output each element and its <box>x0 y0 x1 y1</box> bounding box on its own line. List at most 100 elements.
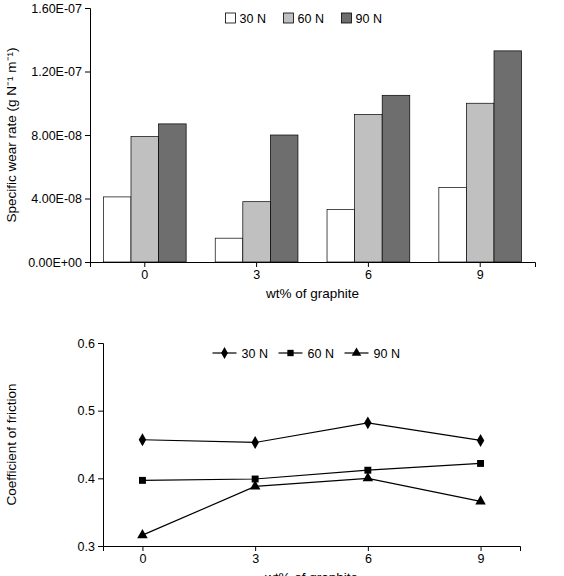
y-axis-title: Coefficient of friction <box>4 383 19 505</box>
line-series <box>137 472 486 538</box>
bar <box>355 114 383 262</box>
legend-item: 30 N <box>213 347 268 361</box>
y-axis: 0.3 0.4 0.5 0.6 <box>78 337 104 554</box>
x-tick-mark <box>368 546 369 551</box>
x-tick: 9 <box>478 546 485 566</box>
x-tick: 6 <box>365 546 372 566</box>
x-tick-mark <box>481 546 482 551</box>
bar-series <box>159 51 522 262</box>
x-tick-label: 9 <box>477 268 484 282</box>
legend-marker <box>352 347 362 355</box>
legend-label: 30 N <box>240 12 266 26</box>
y-tick: 0.00E+00 <box>28 256 90 270</box>
marker <box>475 495 486 504</box>
bar <box>270 135 298 262</box>
lines <box>137 416 486 538</box>
legend-label: 60 N <box>298 12 324 26</box>
line <box>142 423 480 443</box>
legend-item: 60 N <box>279 347 334 361</box>
y-tick: 1.20E-07 <box>31 65 90 79</box>
y-tick: 0.5 <box>78 404 103 418</box>
x-tick-label: 6 <box>365 552 372 566</box>
legend-item: 30 N <box>226 12 266 26</box>
x-tick: 3 <box>252 546 259 566</box>
x-tick: 6 <box>365 262 372 282</box>
y-tick-mark <box>85 135 90 136</box>
axis-line <box>104 547 521 552</box>
x-tick-mark <box>480 262 481 267</box>
x-tick-label: 6 <box>365 268 372 282</box>
y-tick-label: 0.00E+00 <box>28 256 82 270</box>
y-tick: 0.4 <box>78 472 103 486</box>
y-tick: 0.3 <box>78 540 103 554</box>
y-tick-label: 8.00E-08 <box>31 129 82 143</box>
y-tick: 1.60E-07 <box>31 2 90 16</box>
bar <box>159 124 187 262</box>
line-chart: 0.3 0.4 0.5 0.6 0 3 6 9 wt% of graphite Coefficie… <box>4 337 521 576</box>
line <box>142 463 480 480</box>
figure: 0.00E+00 4.00E-08 8.00E-08 1.20E-07 1.60E-07… <box>0 0 564 576</box>
legend-swatch <box>342 13 352 23</box>
x-tick-label: 0 <box>139 552 146 566</box>
marker <box>139 433 146 446</box>
line-series <box>139 460 484 484</box>
bar <box>439 187 467 262</box>
legend-marker <box>221 347 228 359</box>
x-tick-mark <box>255 546 256 551</box>
y-tick: 8.00E-08 <box>31 129 90 143</box>
y-tick-mark <box>98 343 103 344</box>
y-tick-label: 0.3 <box>78 540 95 554</box>
axis-line <box>85 9 91 263</box>
legend-item: 90 N <box>342 12 382 26</box>
bar-chart: 0.00E+00 4.00E-08 8.00E-08 1.20E-07 1.60E-07… <box>4 2 536 302</box>
x-tick-label: 3 <box>253 268 260 282</box>
legend-label: 90 N <box>356 12 382 26</box>
legend-item: 60 N <box>284 12 324 26</box>
bar <box>131 137 159 262</box>
legend-label: 60 N <box>308 347 334 361</box>
y-tick-mark <box>85 8 90 9</box>
x-tick-label: 3 <box>252 552 259 566</box>
y-tick-mark <box>85 72 90 73</box>
x-tick-label: 9 <box>478 552 485 566</box>
x-axis: 0 3 6 9 <box>91 262 536 282</box>
axis-line <box>98 344 104 547</box>
marker <box>251 436 258 449</box>
x-axis: 0 3 6 9 <box>104 546 521 566</box>
y-tick-label: 4.00E-08 <box>31 192 82 206</box>
y-tick-mark <box>85 199 90 200</box>
legend: 30 N 60 N 90 N <box>226 12 382 26</box>
bar <box>466 103 494 262</box>
bar <box>327 210 355 262</box>
line <box>142 478 480 535</box>
axis-line <box>91 263 536 268</box>
legend-item: 90 N <box>345 347 400 361</box>
y-tick-mark <box>98 478 103 479</box>
marker <box>137 529 148 538</box>
y-tick-mark <box>98 411 103 412</box>
x-tick-mark <box>256 262 257 267</box>
marker <box>364 416 371 429</box>
line-series <box>139 416 485 449</box>
x-tick-mark <box>368 262 369 267</box>
bar <box>382 95 410 262</box>
legend: 30 N 60 N 90 N <box>213 347 400 361</box>
y-axis: 0.00E+00 4.00E-08 8.00E-08 1.20E-07 1.60E-07 <box>28 2 90 270</box>
y-tick-label: 0.6 <box>78 337 95 351</box>
x-axis-title: wt% of graphite <box>265 286 359 301</box>
legend-swatch <box>284 13 294 23</box>
x-axis-title: wt% of graphite <box>264 570 358 576</box>
y-tick-label: 1.60E-07 <box>31 2 82 16</box>
marker <box>477 434 484 447</box>
x-tick: 0 <box>141 262 148 282</box>
y-tick-mark <box>98 546 103 547</box>
marker <box>139 477 146 484</box>
x-tick: 0 <box>139 546 146 566</box>
x-tick: 3 <box>253 262 260 282</box>
y-tick-label: 0.5 <box>78 404 95 418</box>
bar <box>103 197 131 262</box>
y-tick-label: 1.20E-07 <box>31 65 82 79</box>
x-tick-mark <box>144 262 145 267</box>
bars <box>103 51 521 262</box>
legend-label: 30 N <box>242 347 268 361</box>
